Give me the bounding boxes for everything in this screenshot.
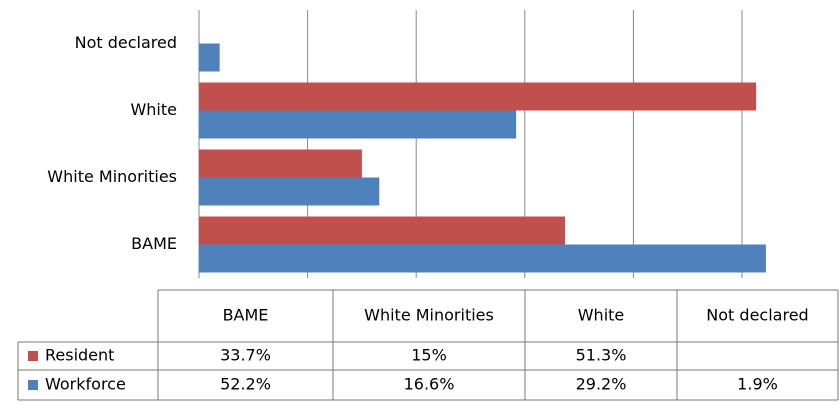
table-value: 33.7%: [220, 346, 271, 365]
bar: [199, 82, 757, 111]
category-label: BAME: [131, 234, 177, 253]
bar: [199, 43, 220, 72]
table-value: 1.9%: [737, 375, 778, 394]
table-value: 16.6%: [404, 375, 455, 394]
bar: [199, 110, 517, 139]
legend-label: Workforce: [45, 375, 126, 394]
table-header: White: [578, 306, 625, 325]
table-value: 29.2%: [576, 375, 627, 394]
table-value: 51.3%: [576, 346, 627, 365]
bar: [199, 149, 362, 178]
bar: [199, 177, 380, 206]
table-header: Not declared: [706, 306, 808, 325]
table-value: 15%: [411, 346, 447, 365]
bar: [199, 244, 766, 273]
category-label: White Minorities: [47, 167, 177, 186]
table-value: 52.2%: [220, 375, 271, 394]
bar: [199, 216, 565, 245]
table-header: White Minorities: [364, 306, 494, 325]
legend-key: [28, 380, 38, 390]
category-label: White: [130, 100, 177, 119]
category-label: Not declared: [75, 33, 177, 52]
legend-label: Resident: [45, 346, 114, 365]
table-header: BAME: [223, 306, 269, 325]
legend-key: [28, 351, 38, 361]
